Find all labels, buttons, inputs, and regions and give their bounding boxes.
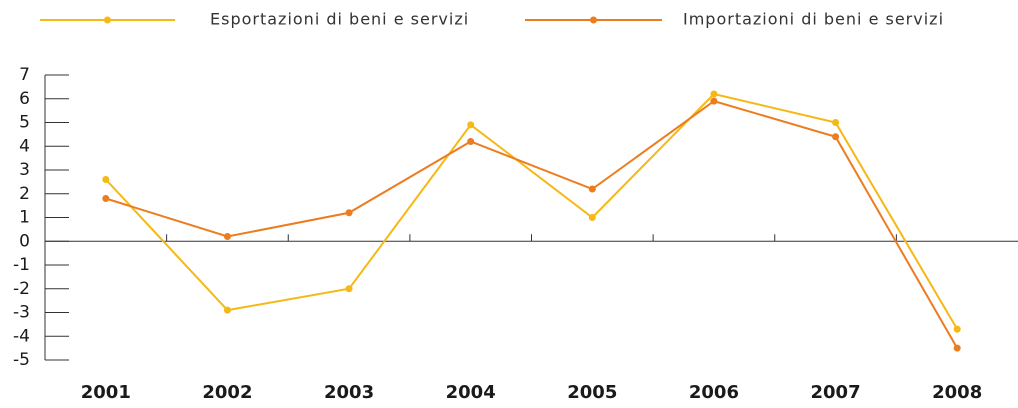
data-point — [102, 195, 110, 202]
y-tick-label: -4 — [13, 326, 30, 346]
series-line — [105, 92, 959, 330]
data-point — [832, 133, 840, 141]
data-point — [467, 121, 475, 129]
data-point — [223, 233, 231, 240]
series-line — [105, 100, 959, 349]
x-tick-label: 2003 — [324, 382, 374, 403]
y-tick-label: 5 — [19, 113, 30, 133]
x-tick-label: 2005 — [567, 382, 617, 403]
legend-label: Esportazioni di beni e servizi — [210, 10, 469, 29]
data-point — [588, 185, 596, 193]
y-tick-label: -5 — [13, 350, 30, 370]
x-tick-label: 2004 — [446, 382, 496, 403]
data-point — [102, 176, 110, 183]
x-tick-label: 2008 — [932, 382, 982, 403]
y-tick-label: 0 — [19, 231, 30, 251]
y-tick-label: 7 — [19, 65, 30, 85]
y-tick-label: -1 — [13, 255, 30, 275]
data-point — [588, 214, 596, 221]
x-tick-label: 2002 — [202, 382, 252, 403]
y-tick-label: -2 — [13, 279, 30, 299]
x-tick-label: 2007 — [811, 382, 861, 403]
y-tick-label: -3 — [13, 303, 30, 323]
legend-label: Importazioni di beni e servizi — [683, 10, 944, 29]
y-tick-label: 4 — [19, 136, 30, 156]
y-tick-label: 1 — [19, 208, 30, 228]
x-tick-label: 2001 — [81, 382, 131, 403]
data-point — [467, 138, 475, 145]
data-point — [832, 119, 840, 126]
legend-dot — [590, 16, 597, 24]
y-tick-label: 6 — [19, 89, 30, 109]
data-point — [953, 325, 961, 333]
legend-dot — [104, 16, 111, 24]
data-point — [345, 209, 353, 217]
data-point — [345, 285, 353, 293]
data-point — [710, 97, 718, 105]
data-point — [710, 90, 718, 98]
x-tick-label: 2006 — [689, 382, 739, 403]
y-tick-label: 3 — [19, 160, 30, 180]
data-point — [223, 306, 231, 314]
y-tick-label: 2 — [19, 184, 30, 204]
data-point — [953, 344, 961, 352]
